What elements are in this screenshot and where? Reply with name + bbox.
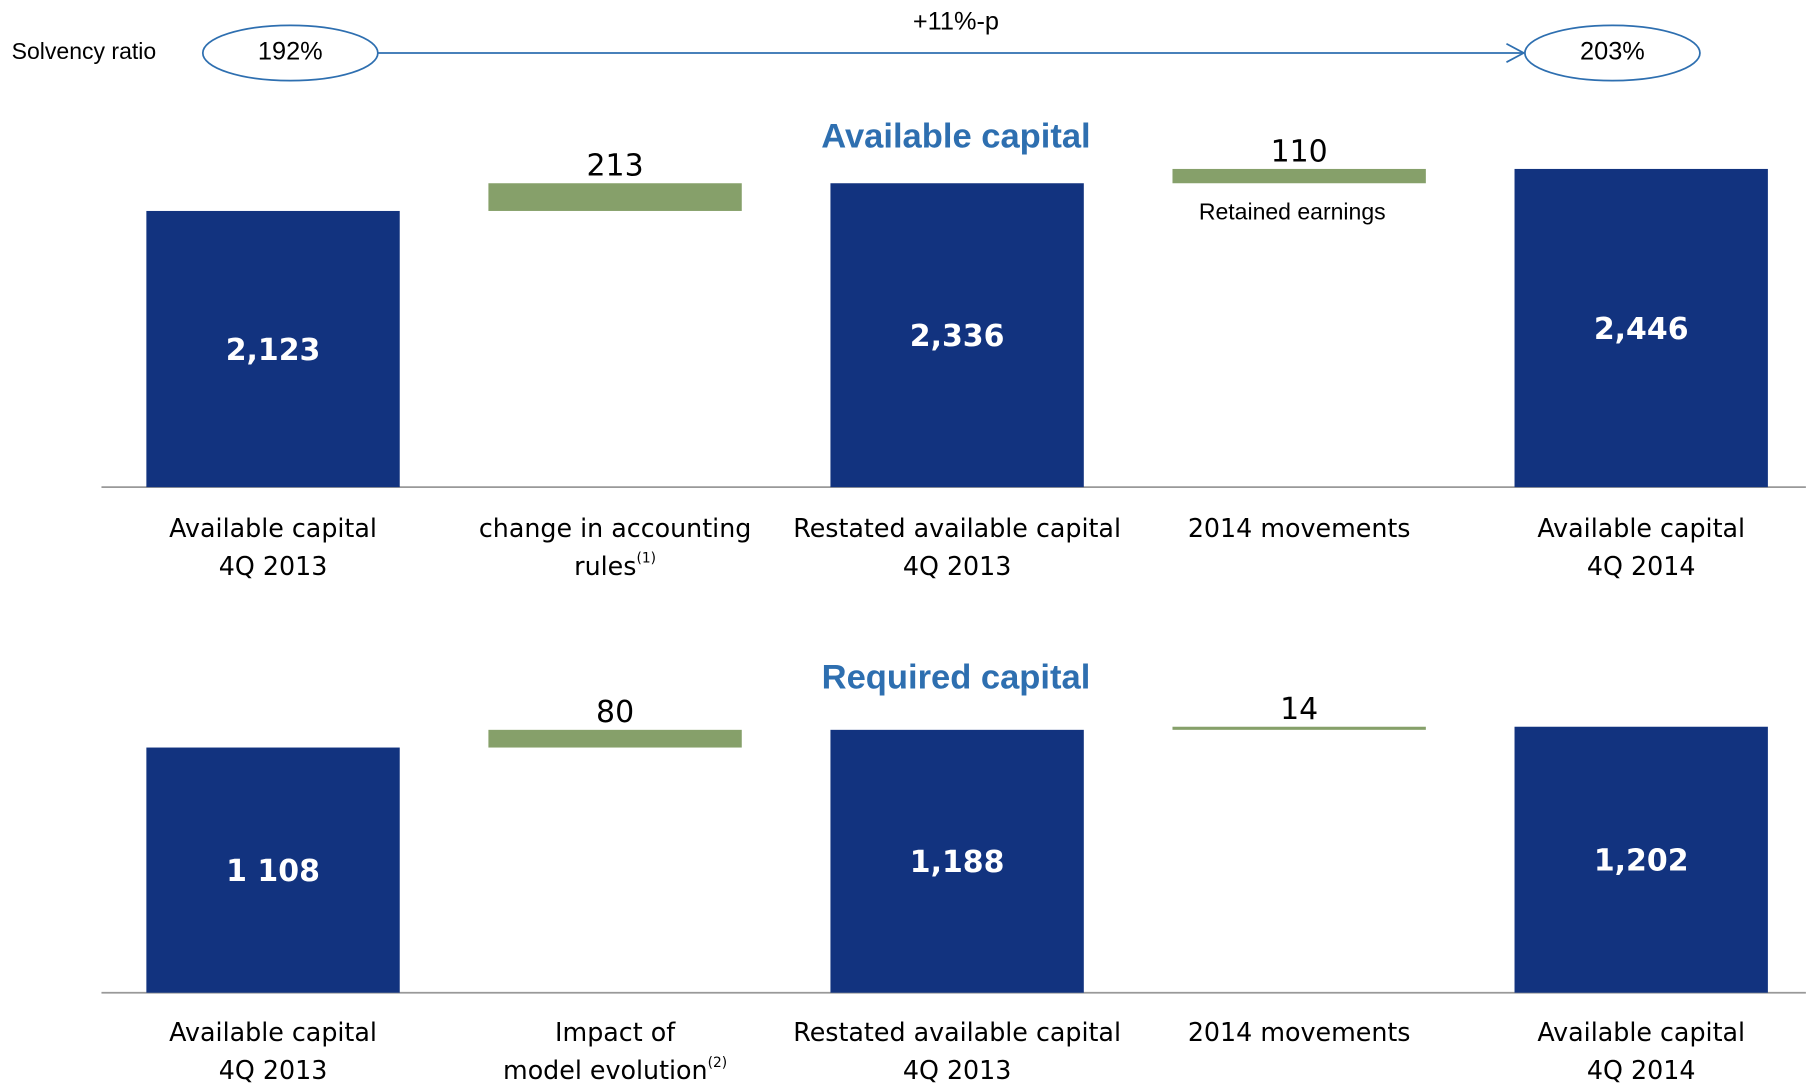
value-label: 1,202 — [1594, 844, 1689, 879]
value-label: 80 — [596, 695, 634, 730]
x-tick-label-text: Available capital — [169, 1017, 377, 1047]
value-label: 2,336 — [910, 319, 1005, 354]
x-tick-label: 4Q 2014 — [1587, 1055, 1696, 1085]
total-bar — [830, 183, 1084, 488]
delta-bar — [1172, 168, 1426, 184]
x-tick-label-text: Restated available capital — [793, 1017, 1121, 1047]
x-tick-label-text: 4Q 2014 — [1587, 1055, 1696, 1085]
annotation: Retained earnings — [1199, 198, 1386, 224]
x-tick-label: model evolution(2) — [503, 1055, 727, 1085]
x-tick-label: 4Q 2014 — [1587, 551, 1696, 581]
ratio-to: 203% — [1580, 38, 1645, 66]
value-label: 2,446 — [1594, 312, 1689, 347]
delta-bar — [488, 729, 742, 748]
x-tick-label: 2014 movements — [1188, 1017, 1411, 1047]
ratio-from: 192% — [258, 38, 323, 66]
x-tick-label-text: 4Q 2013 — [219, 1055, 328, 1085]
x-tick-label: Impact of — [555, 1017, 676, 1047]
x-tick-label-text: Impact of — [555, 1017, 676, 1047]
delta-bar — [1172, 726, 1426, 730]
chart-title: Required capital — [822, 659, 1091, 697]
solvency-label: Solvency ratio — [12, 38, 157, 64]
x-tick-label-text: 4Q 2013 — [903, 1055, 1012, 1085]
x-tick-label-text: model evolution — [503, 1055, 708, 1085]
total-bar — [830, 729, 1084, 993]
x-tick-label-text: 4Q 2013 — [903, 551, 1012, 581]
chart-title: Available capital — [821, 117, 1090, 155]
x-tick-label-text: Restated available capital — [793, 513, 1121, 543]
footnote-mark: (2) — [708, 1055, 728, 1071]
x-tick-label-text: 4Q 2014 — [1587, 551, 1696, 581]
x-tick-label: change in accounting — [479, 513, 751, 543]
ratio-change: +11%-p — [913, 8, 999, 36]
x-tick-label-text: rules — [574, 551, 636, 581]
total-bar — [146, 210, 400, 488]
x-tick-label: Restated available capital — [793, 1017, 1121, 1047]
delta-bar — [488, 183, 742, 211]
x-tick-label: 4Q 2013 — [219, 551, 328, 581]
footnote-mark: (1) — [636, 551, 656, 567]
arrow-head — [1506, 43, 1526, 63]
x-tick-label: Restated available capital — [793, 513, 1121, 543]
value-label: 14 — [1280, 692, 1318, 727]
x-tick-label: rules(1) — [574, 551, 656, 581]
x-tick-label-text: 2014 movements — [1188, 1017, 1411, 1047]
x-tick-label: 4Q 2013 — [903, 1055, 1012, 1085]
x-tick-label: Available capital — [1537, 513, 1745, 543]
total-bar — [146, 747, 400, 993]
x-tick-label: 4Q 2013 — [219, 1055, 328, 1085]
x-tick-label: 2014 movements — [1188, 513, 1411, 543]
total-bar — [1514, 726, 1768, 993]
x-tick-label: Available capital — [169, 1017, 377, 1047]
x-tick-label: 4Q 2013 — [903, 551, 1012, 581]
x-tick-label-text: 4Q 2013 — [219, 551, 328, 581]
x-tick-label-text: change in accounting — [479, 513, 751, 543]
total-bar — [1514, 168, 1768, 488]
value-label: 1,188 — [910, 845, 1005, 880]
value-label: 110 — [1271, 134, 1328, 169]
x-tick-label: Available capital — [169, 513, 377, 543]
x-tick-label-text: Available capital — [1537, 1017, 1745, 1047]
x-tick-label-text: Available capital — [1537, 513, 1745, 543]
x-tick-label: Available capital — [1537, 1017, 1745, 1047]
value-label: 213 — [587, 149, 644, 184]
x-tick-label-text: 2014 movements — [1188, 513, 1411, 543]
value-label: 1 108 — [226, 854, 320, 889]
value-label: 2,123 — [226, 333, 321, 368]
x-tick-label-text: Available capital — [169, 513, 377, 543]
